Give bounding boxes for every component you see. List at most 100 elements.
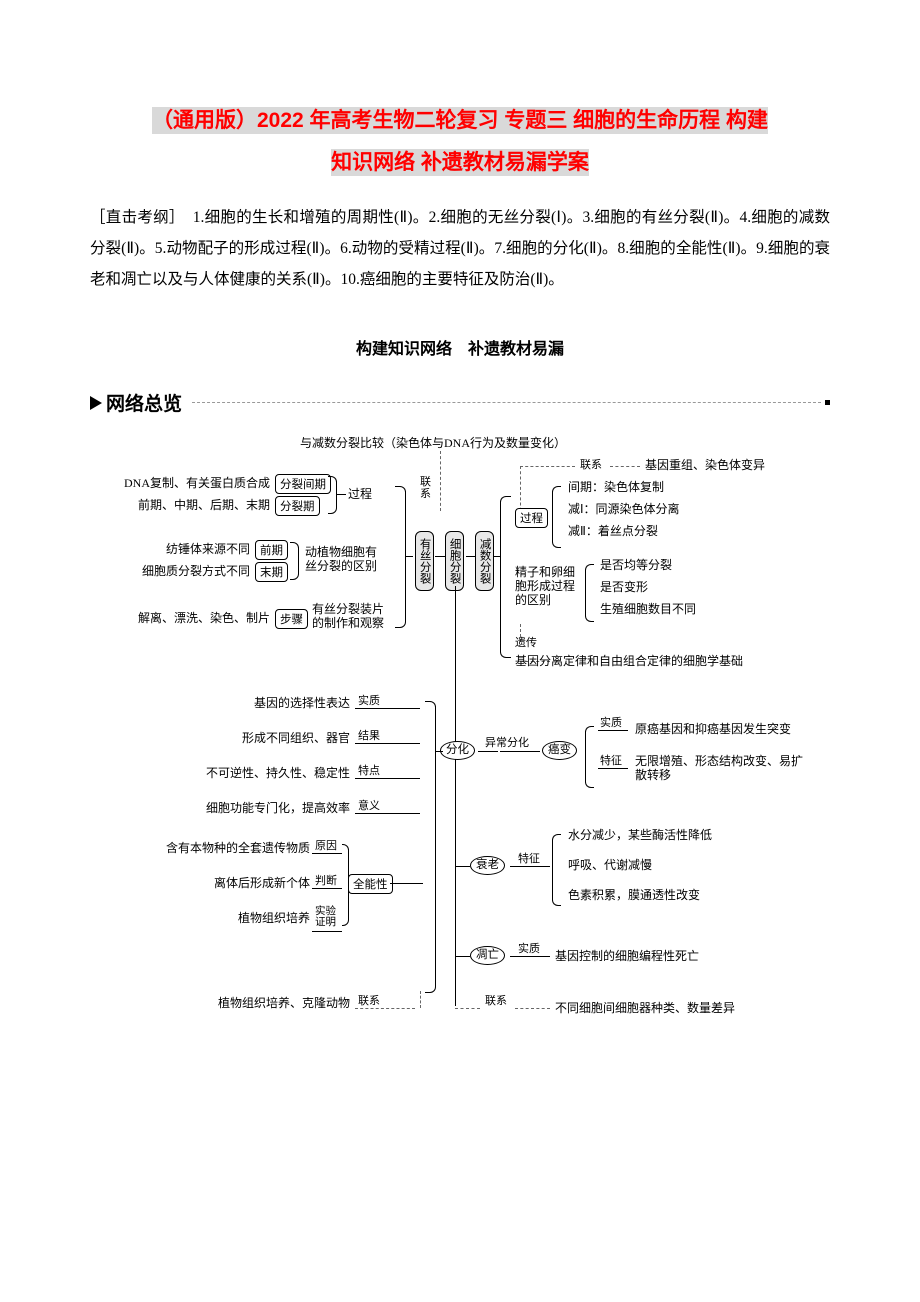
l-fh6	[312, 888, 342, 889]
br-process	[328, 476, 337, 514]
fh-t3: 特点	[358, 764, 380, 778]
dash-lx1	[520, 466, 575, 467]
l-apop-r	[510, 956, 550, 957]
l-fh5	[312, 853, 342, 854]
aging-r1: 水分减少，某些酶活性降低	[568, 828, 712, 844]
l-fh8	[355, 1008, 415, 1009]
network-overview-header: 网络总览	[90, 389, 830, 416]
gene-recomb: 基因重组、染色体变异	[645, 458, 765, 474]
mei-d2: 是否变形	[600, 580, 648, 596]
dash-bot-h1	[455, 1008, 480, 1009]
l-fh4	[355, 813, 420, 814]
cytoplasm-diff: 细胞质分裂方式不同	[142, 564, 250, 580]
fh-t1: 实质	[358, 694, 380, 708]
mei-p3: 减Ⅱ：着丝点分裂	[568, 524, 658, 540]
dna-replication: DNA复制、有关蛋白质合成	[124, 476, 270, 492]
mei-d1: 是否均等分裂	[600, 558, 672, 574]
fh-t8: 联系	[358, 994, 380, 1008]
totipotency-box: 全能性	[348, 874, 393, 894]
l-can2	[598, 768, 628, 769]
c1	[435, 556, 445, 557]
inherit-law: 基因分离定律和自由组合定律的细胞学基础	[515, 654, 743, 670]
mitosis-phases: 前期、中期、后期、末期	[138, 498, 270, 514]
cancer-r2: 无限增殖、形态结构改变、易扩散转移	[635, 754, 803, 783]
triangle-icon	[90, 396, 102, 410]
l-aging-r	[510, 866, 550, 867]
top-comparison-note: 与减数分裂比较（染色体与DNA行为及数量变化）	[300, 436, 566, 452]
interphase-box: 分裂间期	[275, 474, 331, 494]
l-to-cancer	[500, 751, 540, 752]
title-line-1: （通用版）2022 年高考生物二轮复习 专题三 细胞的生命历程 构建	[152, 107, 768, 134]
fh-t4: 意义	[358, 799, 380, 813]
br-mitosis	[395, 486, 406, 628]
cell-division-node: 细胞分裂	[445, 531, 464, 591]
br-fenhua-left	[425, 701, 436, 993]
br-meiosis	[500, 496, 511, 658]
l-fh7	[312, 931, 342, 932]
fh-l7: 植物组织培养	[238, 911, 310, 927]
l-fh1	[355, 708, 420, 709]
meiosis-node: 减数分裂	[475, 531, 494, 591]
abnormal-diff: 异常分化	[485, 736, 529, 750]
mei-p2: 减Ⅰ：同源染色体分离	[568, 502, 680, 518]
l-apop-in	[455, 956, 470, 957]
header-dashline	[192, 402, 821, 403]
fh-l6: 离体后形成新个体	[214, 876, 310, 892]
document-title: （通用版）2022 年高考生物二轮复习 专题三 细胞的生命历程 构建 知识网络 …	[90, 100, 830, 184]
fh-l5: 含有本物种的全套遗传物质	[166, 841, 310, 857]
concept-map: 与减数分裂比较（染色体与DNA行为及数量变化） 联系 基因重组、染色体变异 DN…	[90, 436, 830, 1076]
aging-node: 衰老	[470, 856, 505, 875]
br-quan	[342, 844, 349, 926]
aging-r2: 呼吸、代谢减慢	[568, 858, 652, 874]
header-dot	[825, 400, 830, 405]
br-cancer	[585, 726, 594, 788]
division-box: 分裂期	[275, 496, 320, 516]
differentiation-node: 分化	[440, 741, 475, 760]
lianxi-label-top: 联系	[580, 458, 602, 472]
dash-lx2	[610, 466, 640, 467]
l-quan	[390, 883, 423, 884]
c2	[466, 556, 475, 557]
early-phase-box: 前期	[255, 540, 288, 560]
title-line-2: 知识网络 补遗教材易漏学案	[331, 149, 589, 176]
br-aging	[552, 834, 561, 906]
l-fh2	[355, 743, 420, 744]
fh-l2: 形成不同组织、器官	[242, 731, 350, 747]
cancer-r1: 原癌基因和抑癌基因发生突变	[635, 722, 791, 738]
l-mei	[494, 556, 500, 557]
br-mei-proc	[552, 486, 561, 548]
apoptosis-tag: 实质	[518, 942, 540, 956]
br-diff	[290, 542, 299, 580]
fh-t6: 判断	[315, 874, 337, 888]
slide-prep: 有丝分裂装片的制作和观察	[312, 603, 384, 631]
br-sperm	[585, 564, 594, 622]
spindle-source: 纺锤体来源不同	[166, 542, 250, 558]
aging-tag: 特征	[518, 852, 540, 866]
bottom-tag: 联系	[485, 994, 507, 1008]
process-label: 过程	[348, 487, 372, 503]
l-aging-in	[455, 866, 470, 867]
fh-l8: 植物组织培养、克隆动物	[218, 996, 350, 1012]
fh-t7: 实验证明	[315, 906, 336, 928]
top-dash	[440, 451, 441, 511]
aging-r3: 色素积累，膜通透性改变	[568, 888, 700, 904]
fh-l1: 基因的选择性表达	[254, 696, 350, 712]
apoptosis-r: 基因控制的细胞编程性死亡	[555, 949, 699, 965]
mei-p1: 间期：染色体复制	[568, 480, 664, 496]
bottom-r: 不同细胞间细胞器种类、数量差异	[555, 1001, 735, 1017]
cancer-t2: 特征	[600, 754, 622, 768]
lianxi-vert: 联系	[420, 476, 431, 500]
network-title: 网络总览	[106, 389, 182, 416]
l-into-you	[405, 556, 413, 557]
steps-box: 步骤	[275, 609, 308, 629]
fh-l4: 细胞功能专门化，提高效率	[206, 801, 350, 817]
apoptosis-node: 凋亡	[470, 946, 505, 965]
l-proc	[336, 494, 346, 495]
late-phase-box: 末期	[255, 562, 288, 582]
dash-bot-h2	[515, 1008, 550, 1009]
sperm-egg-diff: 精子和卵细胞形成过程的区别	[515, 566, 575, 607]
l-fenhua-in	[435, 751, 443, 752]
mitosis-node: 有丝分裂	[415, 531, 434, 591]
mei-d3: 生殖细胞数目不同	[600, 602, 696, 618]
inherit-label: 遗传	[515, 636, 537, 650]
